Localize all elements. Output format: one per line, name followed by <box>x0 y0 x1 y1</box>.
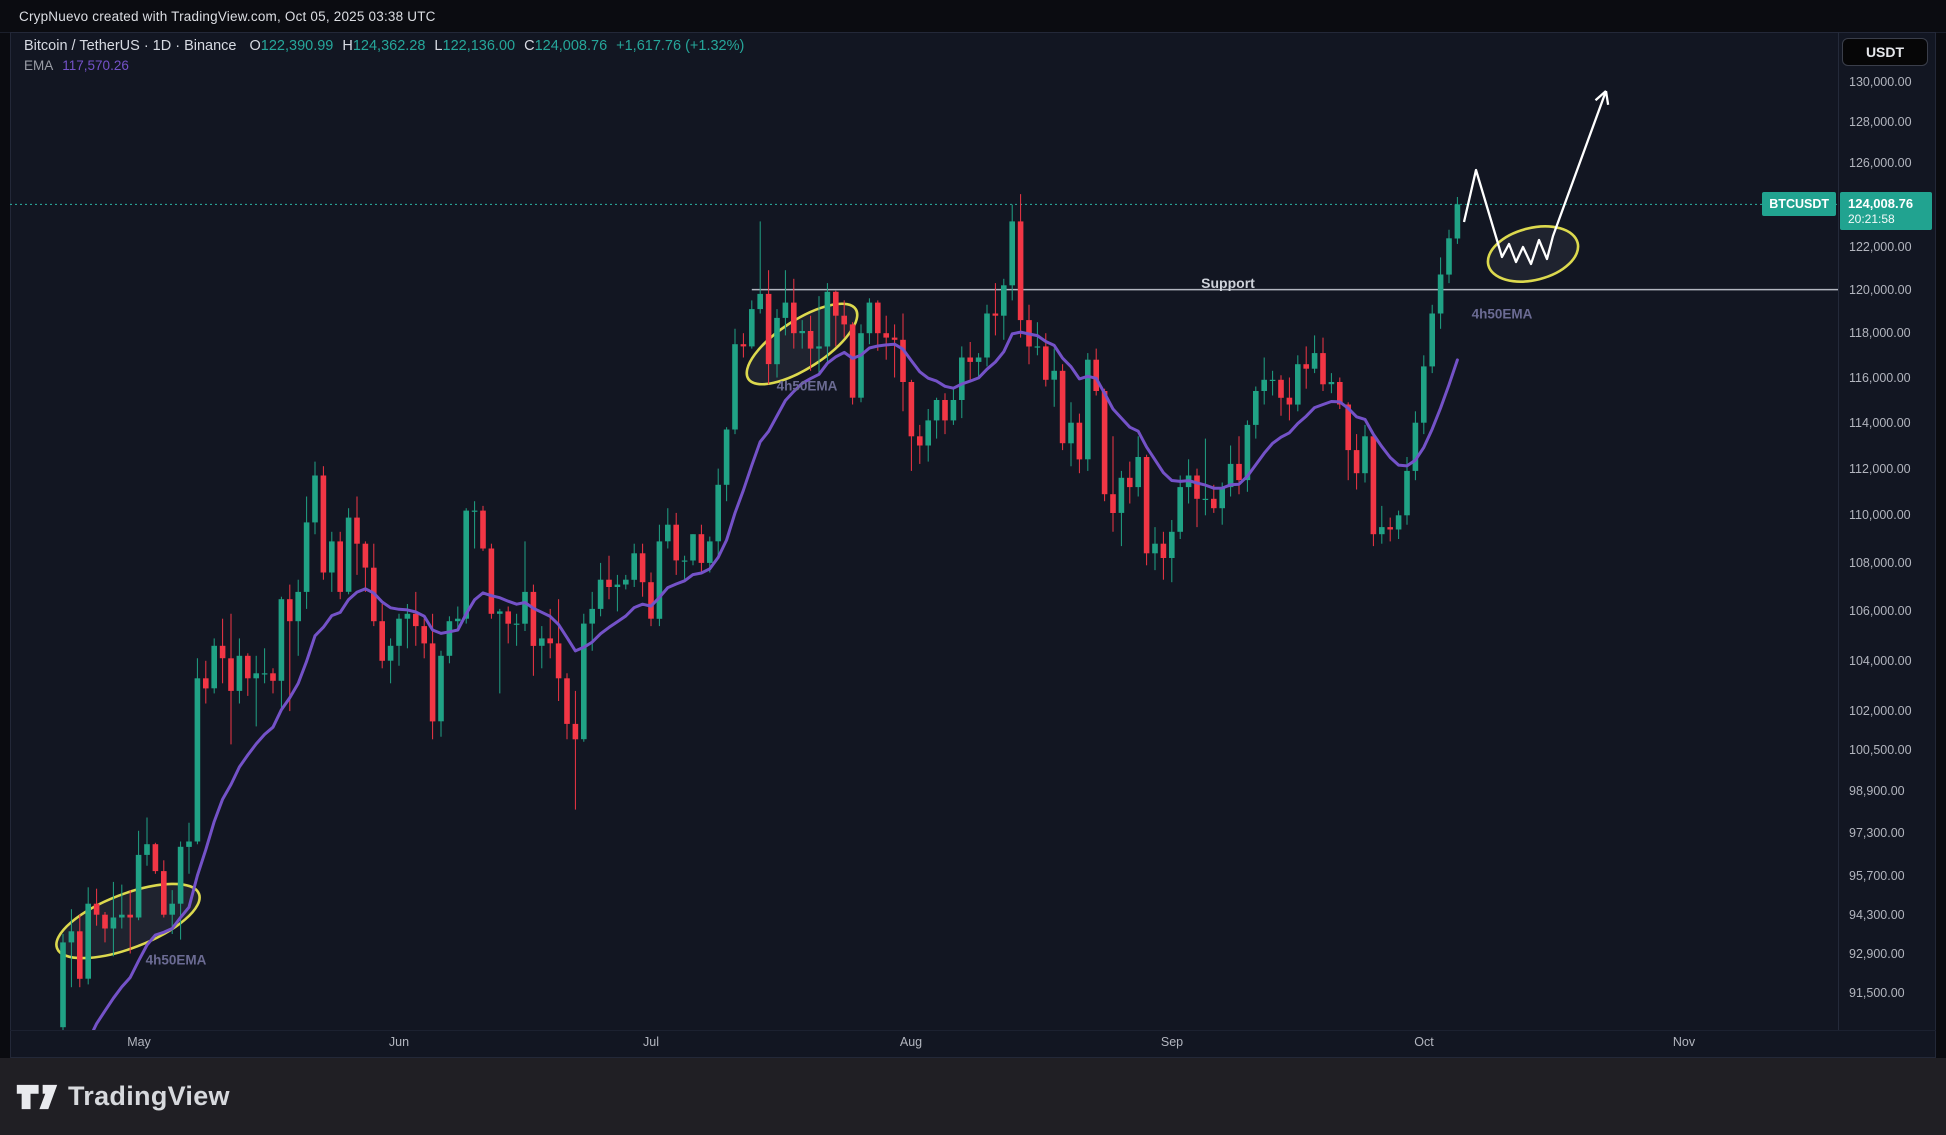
price-tick-label: 100,500.00 <box>1849 743 1912 757</box>
price-tick-label: 130,000.00 <box>1849 75 1912 89</box>
ohlc-close: C124,008.76 <box>524 38 608 54</box>
attribution-bar: CrypNuevo created with TradingView.com, … <box>0 0 1946 33</box>
price-tick-label: 106,000.00 <box>1849 604 1912 618</box>
symbol-legend: Bitcoin / TetherUS · 1D · Binance O122,3… <box>24 38 744 73</box>
arrowhead <box>1604 90 1610 105</box>
month-tick-label: Nov <box>1672 1035 1696 1049</box>
tradingview-logo-text: TradingView <box>68 1081 230 1111</box>
support-label[interactable]: Support <box>1201 275 1255 291</box>
price-tick-label: 118,000.00 <box>1849 326 1911 340</box>
last-price-value: 124,008.76 <box>1848 196 1914 212</box>
symbol-price-label: BTCUSDT <box>1762 192 1836 217</box>
price-tick-label: 95,700.00 <box>1849 869 1905 883</box>
price-tick-label: 92,900.00 <box>1849 947 1905 961</box>
price-tick-label: 97,300.00 <box>1849 826 1905 840</box>
price-tick-label: 104,000.00 <box>1849 654 1912 668</box>
time-axis-separator <box>10 1030 1936 1031</box>
highlight-ellipse[interactable] <box>1482 218 1584 291</box>
tradingview-logo-icon <box>16 1084 58 1109</box>
price-tick-label: 98,900.00 <box>1849 784 1905 798</box>
price-change: +1,617.76 (+1.32%) <box>616 38 745 54</box>
chart-canvas[interactable] <box>10 32 1838 1030</box>
ohlc-open: O122,390.99 <box>249 38 334 54</box>
tradingview-brand[interactable]: TradingView <box>0 1080 230 1114</box>
price-axis[interactable]: 130,000.00 128,000.00 126,000.00 122,000.00… <box>1840 32 1936 1030</box>
month-tick-label: Oct <box>1414 1035 1434 1049</box>
price-tick-label: 120,000.00 <box>1849 283 1912 297</box>
indicator-value: 117,570.26 <box>62 58 129 73</box>
ohlc-low: L122,136.00 <box>434 38 516 54</box>
price-tick-label: 102,000.00 <box>1849 704 1912 718</box>
time-axis[interactable]: May Jun Jul Aug Sep Oct Nov <box>10 1031 1838 1058</box>
ema-line[interactable] <box>63 330 1459 1030</box>
price-tick-label: 91,500.00 <box>1849 986 1905 1000</box>
legend-row-indicator: EMA 117,570.26 <box>24 58 744 73</box>
ema-annotation-label[interactable]: 4h50EMA <box>776 378 838 394</box>
month-tick-label: May <box>127 1035 151 1049</box>
month-tick-label: Jun <box>388 1035 410 1049</box>
price-axis-separator <box>1838 32 1839 1030</box>
legend-row-symbol: Bitcoin / TetherUS · 1D · Binance O122,3… <box>24 38 744 54</box>
price-tick-label: 122,000.00 <box>1849 240 1912 254</box>
price-tick-label: 128,000.00 <box>1849 115 1912 129</box>
price-tick-label: 116,000.00 <box>1849 371 1911 385</box>
ema-annotation-label[interactable]: 4h50EMA <box>1471 306 1533 322</box>
indicator-name[interactable]: EMA <box>24 58 54 73</box>
ema-annotation-label[interactable]: 4h50EMA <box>145 952 207 968</box>
footer: TradingView <box>0 1058 1946 1135</box>
price-tick-label: 126,000.00 <box>1849 156 1912 170</box>
month-tick-label: Jul <box>643 1035 659 1049</box>
month-tick-label: Aug <box>899 1035 923 1049</box>
month-tick-label: Sep <box>1160 1035 1184 1049</box>
price-tick-label: 110,000.00 <box>1849 508 1911 522</box>
bar-countdown: 20:21:58 <box>1848 212 1895 227</box>
attribution-text: CrypNuevo created with TradingView.com, … <box>19 8 436 24</box>
price-tick-label: 112,000.00 <box>1849 462 1911 476</box>
symbol-title[interactable]: Bitcoin / TetherUS · 1D · Binance <box>24 38 237 54</box>
ohlc-high: H124,362.28 <box>342 38 426 54</box>
projection-arrow[interactable] <box>1462 90 1608 266</box>
currency-toggle-button[interactable]: USDT <box>1842 38 1928 66</box>
price-tick-label: 94,300.00 <box>1849 908 1905 922</box>
last-price-badge[interactable]: 124,008.76 20:21:58 <box>1840 192 1932 231</box>
price-tick-label: 108,000.00 <box>1849 556 1912 570</box>
price-tick-label: 114,000.00 <box>1849 416 1911 430</box>
arrowhead <box>1594 90 1607 102</box>
